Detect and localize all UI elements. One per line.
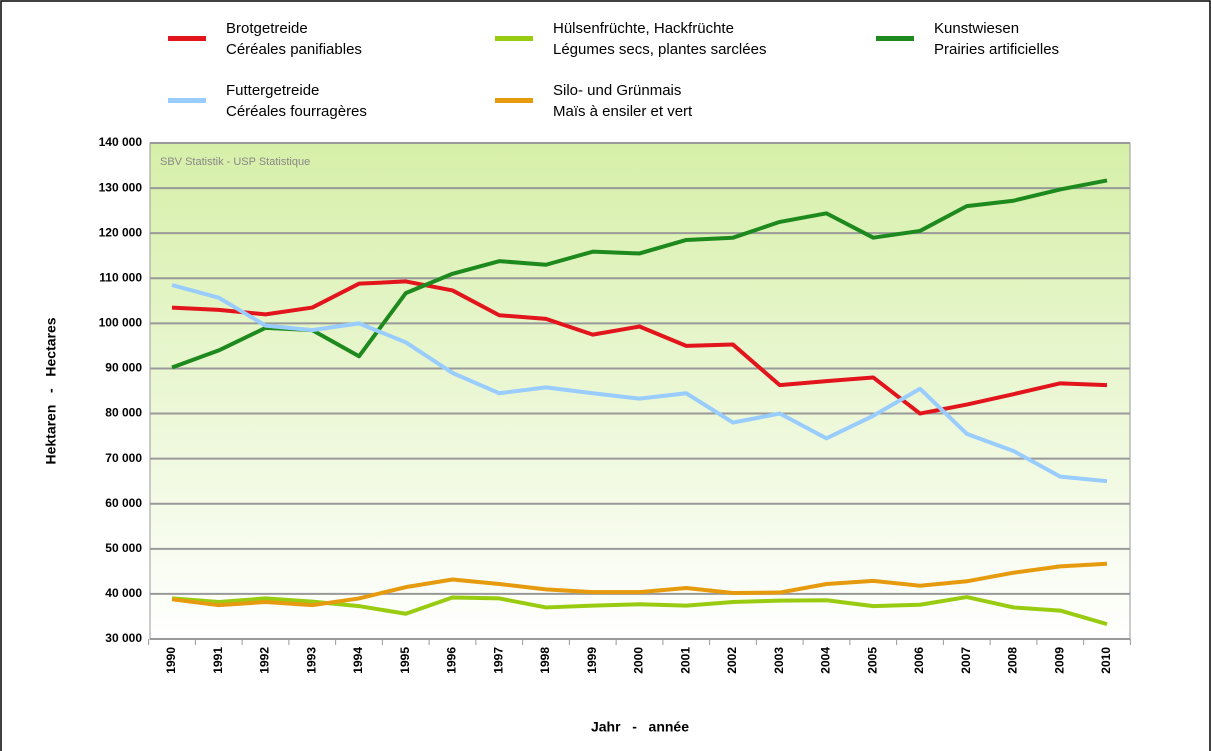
series-line (171, 283, 1108, 484)
x-tick-label: 1992 (258, 647, 272, 674)
y-tick-label: 40 000 (105, 586, 142, 600)
x-tick-label: 2000 (632, 647, 646, 674)
x-tick-label: 1993 (304, 647, 318, 674)
annotation: SBV Statistik - USP Statistique (160, 156, 310, 168)
legend-label: Kunstwiesen Prairies artificielles (934, 20, 1060, 58)
legend-swatch (495, 36, 533, 41)
series-line (171, 178, 1108, 370)
plot-area (149, 142, 1131, 640)
x-tick-label: 2006 (912, 647, 926, 674)
x-tick-label: 1994 (351, 647, 365, 674)
y-tick-label: 70 000 (105, 451, 142, 465)
x-tick-label: 2010 (1099, 647, 1113, 674)
x-tick-label: 2002 (725, 647, 739, 674)
x-axis-title: Jahr - année (591, 719, 689, 735)
x-tick-label: 1999 (585, 647, 599, 674)
legend-swatch (168, 36, 206, 41)
x-tick-label: 1996 (445, 647, 459, 674)
y-tick-label: 80 000 (105, 406, 142, 420)
y-tick-label: 140 000 (99, 135, 143, 149)
legend-label: Silo- und Grünmais Maïs à ensiler et ver… (553, 82, 693, 120)
legend-swatch (876, 36, 914, 41)
y-tick-label: 50 000 (105, 541, 142, 555)
legend-label: Hülsenfrüchte, Hackfrüchte Légumes secs,… (553, 20, 767, 58)
x-tick-label: 1990 (164, 647, 178, 674)
x-tick-label: 1997 (491, 647, 505, 674)
legend-swatch (168, 98, 206, 103)
x-tick-label: 1991 (211, 647, 225, 674)
y-tick-label: 90 000 (105, 361, 142, 375)
x-tick-label: 2007 (959, 647, 973, 674)
x-tick-label: 2009 (1052, 647, 1066, 674)
x-tick-label: 2003 (772, 647, 786, 674)
x-tick-label: 2008 (1006, 647, 1020, 674)
y-tick-label: 110 000 (99, 270, 142, 284)
legend-label: Futtergetreide Céréales fourragères (226, 82, 367, 120)
y-tick-label: 100 000 (99, 316, 143, 330)
series-line (171, 561, 1108, 608)
x-tick-label: 2005 (865, 647, 879, 674)
y-tick-label: 130 000 (99, 180, 143, 194)
series-line (171, 279, 1108, 416)
legend-label: Brotgetreide Céréales panifiables (226, 20, 362, 58)
y-tick-label: 120 000 (99, 225, 143, 239)
x-tick-label: 2004 (819, 647, 833, 674)
y-tick-label: 30 000 (105, 631, 142, 645)
x-tick-label: 2001 (678, 647, 692, 674)
x-tick-label: 1998 (538, 647, 552, 674)
legend-swatch (495, 98, 533, 103)
y-tick-label: 60 000 (105, 496, 142, 510)
x-tick-label: 1995 (398, 647, 412, 674)
y-axis-title: Hektaren - Hectares (43, 317, 59, 464)
